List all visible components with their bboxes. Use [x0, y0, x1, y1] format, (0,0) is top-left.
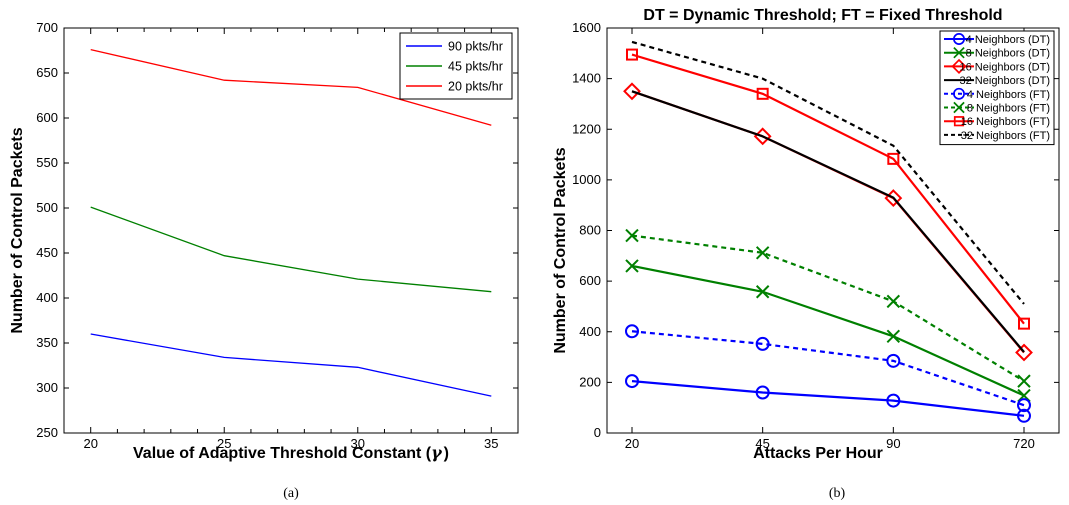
chart-a-x-axis-label: Value of Adaptive Threshold Constant (γ): [133, 443, 449, 462]
chart-b-y-tick-label: 600: [579, 273, 601, 288]
chart-b-data-point: [886, 294, 901, 309]
chart-a-y-tick-label: 700: [36, 20, 58, 35]
chart-a-y-axis-label: Number of Control Packets: [9, 127, 26, 333]
chart-b-data-point: [886, 329, 901, 344]
chart-a-y-tick-label: 250: [36, 425, 58, 440]
chart-b-legend-marker: [953, 116, 965, 127]
chart-a-y-tick-label: 300: [36, 380, 58, 395]
chart-a-y-tick-label: 600: [36, 110, 58, 125]
chart-b-legend-label: 16 Neighbors (FT): [961, 116, 1050, 128]
chart-a-x-tick-label: 20: [83, 436, 97, 451]
chart-b-data-point: [887, 152, 900, 165]
chart-b-data-point: [756, 87, 769, 100]
chart-b-legend-label: 8 Neighbors (FT): [967, 103, 1050, 115]
chart-b-legend-label: 8 Neighbors (DT): [966, 48, 1050, 60]
chart-b-x-tick-label: 90: [886, 436, 900, 451]
chart-b-series-line: [631, 380, 1025, 417]
chart-b-series-line: [631, 234, 1025, 383]
chart-b-data-point: [1017, 408, 1031, 423]
chart-b-data-point: [755, 246, 770, 260]
chart-a-y-tick-label: 500: [36, 200, 58, 215]
chart-b: DT = Dynamic Threshold; FT = Fixed Thres…: [552, 7, 1060, 501]
chart-b-y-tick-label: 1400: [572, 71, 601, 86]
chart-a-y-tick-label: 550: [36, 155, 58, 170]
chart-b-legend: 4 Neighbors (DT)8 Neighbors (DT)16 Neigh…: [939, 30, 1055, 146]
chart-a-y-tick-label: 400: [36, 290, 58, 305]
chart-b-data-point: [755, 336, 770, 351]
chart-b-legend-marker: [953, 33, 965, 45]
chart-a-legend-label: 45 pkts/hr: [448, 60, 503, 74]
chart-b-data-point: [755, 285, 770, 299]
chart-b-legend-marker: [951, 58, 967, 74]
chart-b-data-point: [625, 324, 639, 339]
chart-b-data-point: [1018, 317, 1030, 330]
chart-b-legend-label: 32 Neighbors (DT): [960, 75, 1050, 87]
chart-b-data-point: [1017, 398, 1031, 413]
chart-b-data-point: [1015, 343, 1033, 362]
chart-b-title: DT = Dynamic Threshold; FT = Fixed Thres…: [643, 7, 1002, 24]
chart-b-legend-label: 16 Neighbors (DT): [960, 61, 1050, 73]
chart-b-series-line: [631, 90, 1025, 353]
chart-b-panel-caption: (b): [829, 486, 846, 501]
chart-a-legend-label: 90 pkts/hr: [448, 40, 503, 54]
chart-a-y-tick-label: 450: [36, 245, 58, 260]
chart-b-data-point: [625, 374, 639, 389]
chart-b-y-tick-label: 0: [594, 425, 601, 440]
chart-b-x-tick-label: 720: [1013, 436, 1035, 451]
chart-b-y-axis-label: Number of Control Packets: [552, 147, 569, 353]
chart-a-series-line: [90, 206, 492, 293]
chart-b-data-point: [623, 82, 641, 101]
chart-b-y-tick-label: 200: [579, 374, 601, 389]
chart-b-data-point: [886, 353, 901, 368]
chart-b-series-line: [631, 40, 1025, 305]
chart-b-legend-label: 4 Neighbors (DT): [966, 34, 1050, 46]
chart-b-legend-label: 4 Neighbors (FT): [967, 89, 1050, 101]
chart-b-y-tick-label: 1000: [572, 172, 601, 187]
chart-a-panel-caption: (a): [283, 486, 299, 501]
chart-b-y-tick-label: 800: [579, 223, 601, 238]
chart-b-data-point: [625, 228, 639, 243]
chart-a-x-tick-label: 25: [217, 436, 231, 451]
chart-b-legend-marker: [953, 101, 965, 114]
chart-b-series-line: [631, 264, 1025, 397]
chart-a-x-tick-label: 35: [484, 436, 498, 451]
chart-b-y-tick-label: 1600: [572, 20, 601, 35]
chart-a-legend: 90 pkts/hr 45 pkts/hr 20 pkts/hr: [399, 32, 513, 100]
chart-b-series-line: [631, 53, 1025, 325]
chart-b-y-tick-label: 400: [579, 324, 601, 339]
chart-b-x-axis-label: Attacks Per Hour: [753, 445, 883, 462]
chart-a-legend-label: 20 pkts/hr: [448, 80, 503, 94]
chart-b-data-point: [625, 259, 639, 273]
chart-b-data-point: [886, 393, 901, 408]
chart-b-x-tick-label: 45: [755, 436, 769, 451]
chart-b-y-tick-label: 1200: [572, 121, 601, 136]
chart-b-data-point: [1017, 374, 1031, 388]
chart-a-x-tick-label: 30: [351, 436, 365, 451]
chart-b-legend-marker: [953, 46, 965, 59]
chart-a-plot-frame: [63, 27, 519, 434]
chart-b-legend-label: 32 Neighbors (FT): [961, 130, 1050, 142]
chart-a-y-tick-label: 350: [36, 335, 58, 350]
chart-b-data-point: [755, 385, 770, 400]
chart-a-y-tick-label: 650: [36, 65, 58, 80]
chart-b-x-tick-label: 20: [625, 436, 639, 451]
chart-b-legend-marker: [953, 87, 965, 100]
chart-b-data-point: [626, 48, 638, 61]
chart-a-series-line: [90, 333, 492, 397]
chart-b-series-line: [631, 330, 1025, 407]
chart-a-series-line: [90, 48, 492, 126]
